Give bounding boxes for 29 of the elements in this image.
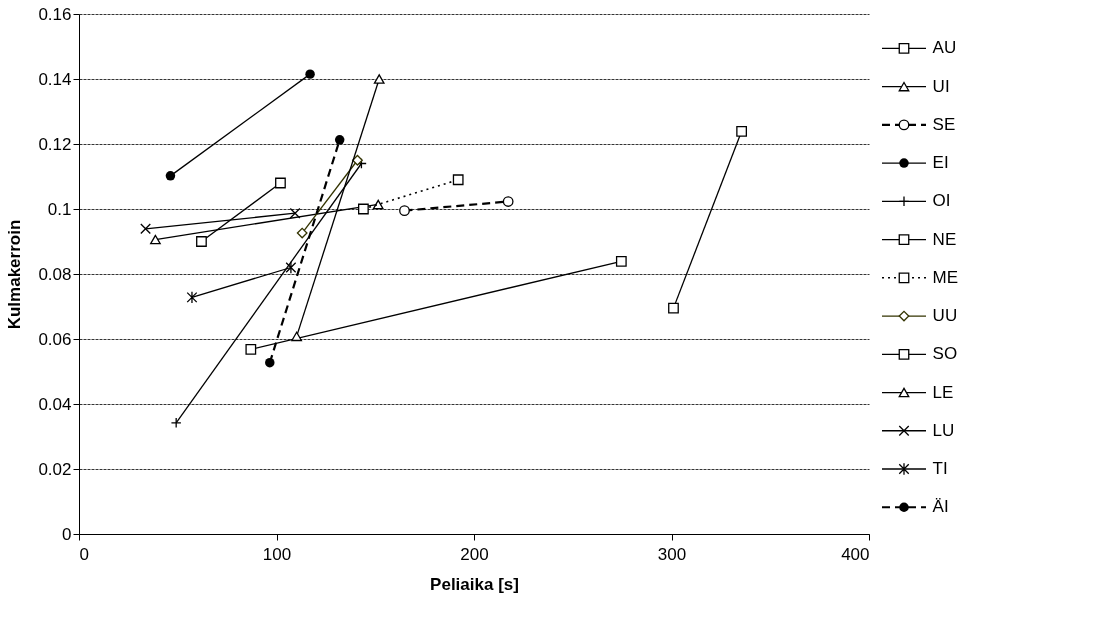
legend-label: LE (932, 382, 954, 402)
legend-label: ME (932, 267, 959, 287)
legend-label: AU (932, 38, 957, 58)
legend-label: UI (932, 76, 950, 96)
x-tick-label: 200 (460, 544, 489, 564)
legend-label: TI (932, 459, 948, 478)
y-tick-label: 0.04 (38, 394, 72, 414)
y-tick-label: 0.1 (47, 199, 72, 219)
y-tick-label: 0.08 (38, 264, 72, 284)
legend-label: OI (932, 191, 951, 211)
y-tick-label: 0.12 (38, 134, 72, 154)
legend-label: SO (932, 344, 958, 364)
legend-label: NE (932, 229, 957, 249)
x-tick-label: 300 (657, 544, 687, 564)
y-tick-label: 0.06 (38, 329, 72, 349)
legend-label: LU (932, 420, 955, 440)
y-axis-title: Kulmakerroin (5, 219, 25, 330)
legend-label: EI (932, 153, 949, 173)
y-tick-label: 0 (62, 524, 72, 544)
x-axis-title: Peliaika [s] (430, 574, 519, 594)
x-tick-label: 400 (841, 544, 870, 564)
y-tick-label: 0.02 (38, 459, 72, 479)
legend-label: SE (932, 114, 956, 134)
y-tick-label: 0.14 (38, 69, 72, 89)
x-tick-label: 100 (262, 544, 292, 564)
legend-label: ÄI (932, 497, 949, 517)
x-tick-label: 0 (79, 544, 89, 564)
legend-label: UU (932, 306, 958, 326)
y-tick-label: 0.16 (38, 4, 72, 24)
